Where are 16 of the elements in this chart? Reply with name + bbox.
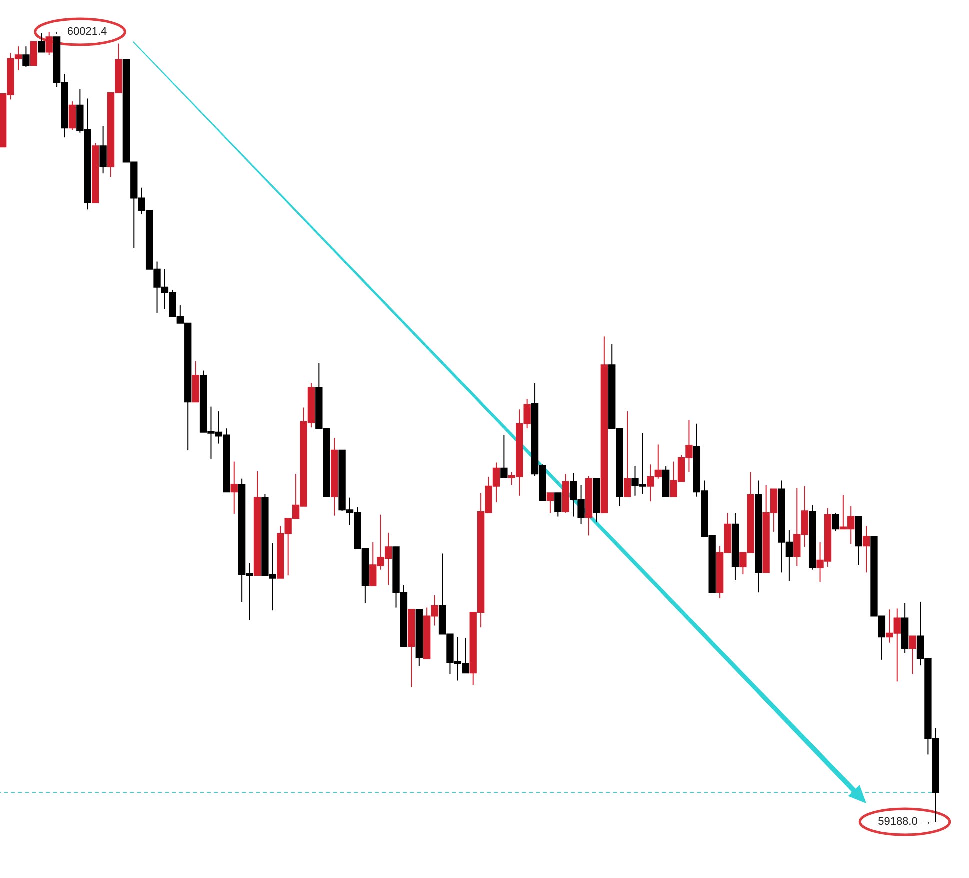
candlestick (30, 41, 38, 66)
candlestick (624, 411, 632, 498)
candlestick (100, 126, 107, 174)
candlestick (500, 434, 508, 478)
candlestick (46, 32, 53, 56)
candlestick (862, 526, 870, 574)
candlestick (22, 46, 30, 68)
candlestick (832, 512, 840, 532)
candlestick (230, 461, 238, 514)
candlestick (38, 32, 46, 53)
candlestick (546, 492, 554, 514)
candlestick (68, 101, 76, 131)
annotation: 59188.0 → (878, 816, 932, 828)
candlestick (554, 492, 562, 518)
annotation: ← 60021.4 (53, 26, 108, 38)
candlestick (909, 636, 916, 675)
